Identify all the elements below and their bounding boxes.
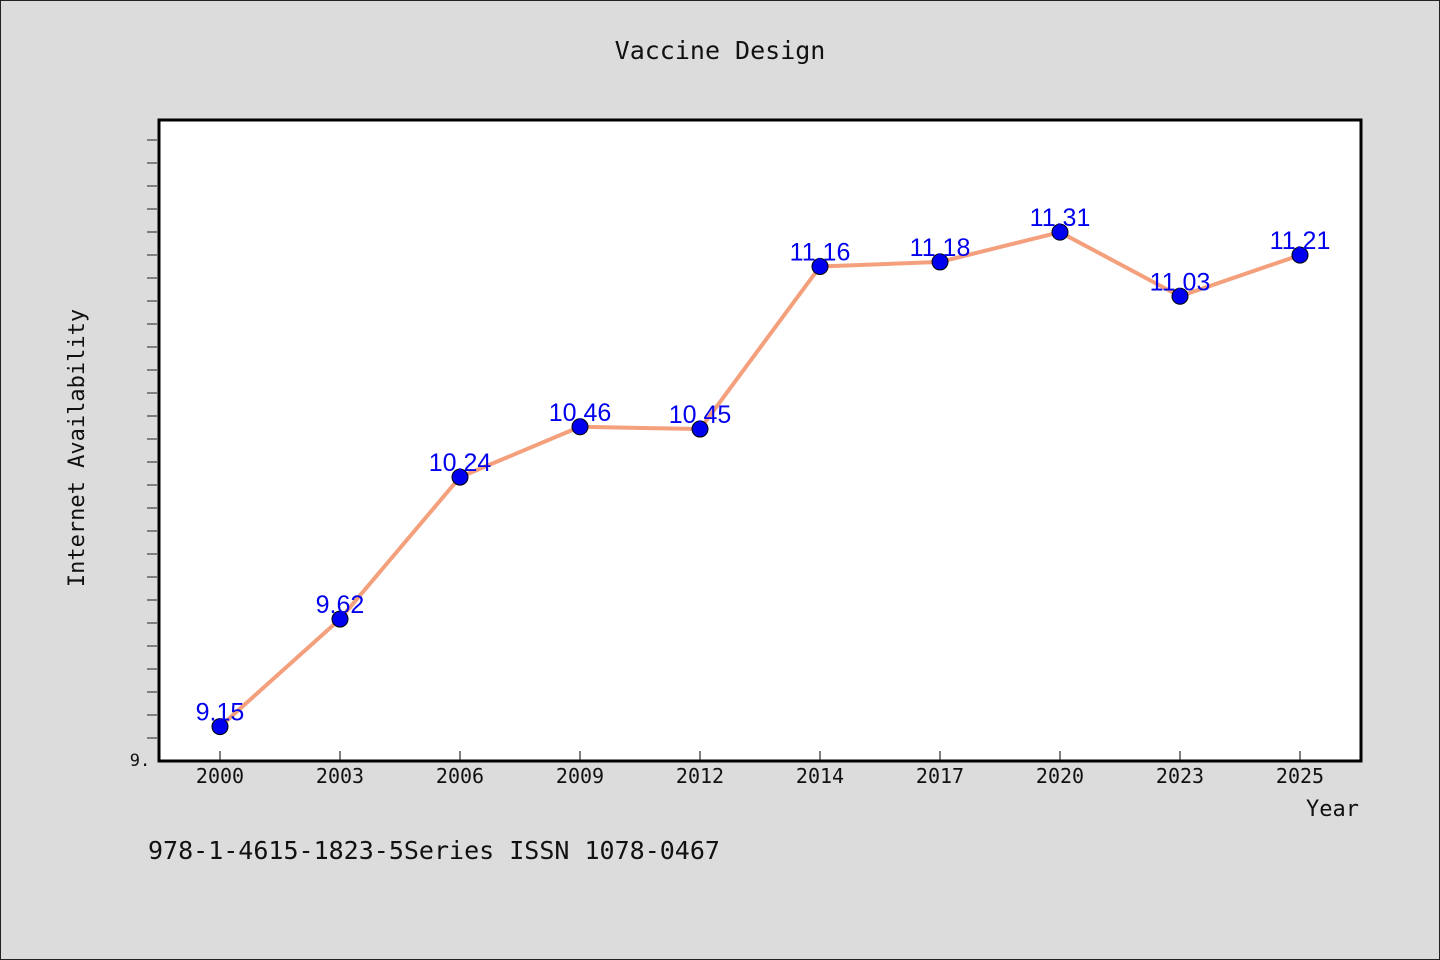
data-point xyxy=(691,420,709,438)
data-label: 10.46 xyxy=(549,399,612,427)
data-label: 10.24 xyxy=(429,449,492,477)
data-label: 9.15 xyxy=(196,699,245,727)
data-point xyxy=(811,258,829,276)
data-point xyxy=(571,418,589,436)
x-tick-label: 2025 xyxy=(1276,764,1324,788)
x-tick-label: 2020 xyxy=(1036,764,1084,788)
data-labels: 9.15 9.62 10.24 10.46 10.45 11.16 11.18 11.31 11… xyxy=(196,204,1331,726)
data-point xyxy=(1171,287,1189,305)
x-tick-label: 2023 xyxy=(1156,764,1204,788)
data-label: 11.16 xyxy=(790,239,851,267)
data-point xyxy=(1051,223,1069,241)
x-tick-label: 2017 xyxy=(916,764,964,788)
y-axis-label: Internet Availability xyxy=(65,309,90,587)
x-tick-label: 2012 xyxy=(676,764,724,788)
data-label: 11.31 xyxy=(1030,204,1091,232)
data-label: 9.62 xyxy=(316,591,365,619)
x-tick-label: 2006 xyxy=(436,764,484,788)
x-axis: 2000 2003 2006 2009 2012 2014 2017 2020 2023 2025 xyxy=(196,751,1324,788)
data-markers xyxy=(211,223,1309,736)
y-axis-ticks xyxy=(147,139,157,739)
data-point xyxy=(931,253,949,271)
x-tick-label: 2009 xyxy=(556,764,604,788)
x-axis-label: Year xyxy=(1306,797,1359,822)
x-tick-label: 2000 xyxy=(196,764,244,788)
data-point xyxy=(451,468,469,486)
series-line xyxy=(218,230,1301,729)
y-tick-label: 9. xyxy=(130,751,150,771)
data-point xyxy=(1291,246,1309,264)
data-label: 11.03 xyxy=(1150,268,1211,296)
chart-title: Vaccine Design xyxy=(615,36,826,65)
data-point xyxy=(331,610,349,628)
data-point xyxy=(211,718,229,736)
x-tick-label: 2014 xyxy=(796,764,844,788)
x-tick-label: 2003 xyxy=(316,764,364,788)
data-label: 10.45 xyxy=(669,401,732,429)
isbn-footer: 978-1-4615-1823-5Series ISSN 1078-0467 xyxy=(148,836,720,865)
data-label: 11.21 xyxy=(1270,227,1331,255)
plot-area xyxy=(157,118,1363,763)
data-label: 11.18 xyxy=(910,234,971,262)
